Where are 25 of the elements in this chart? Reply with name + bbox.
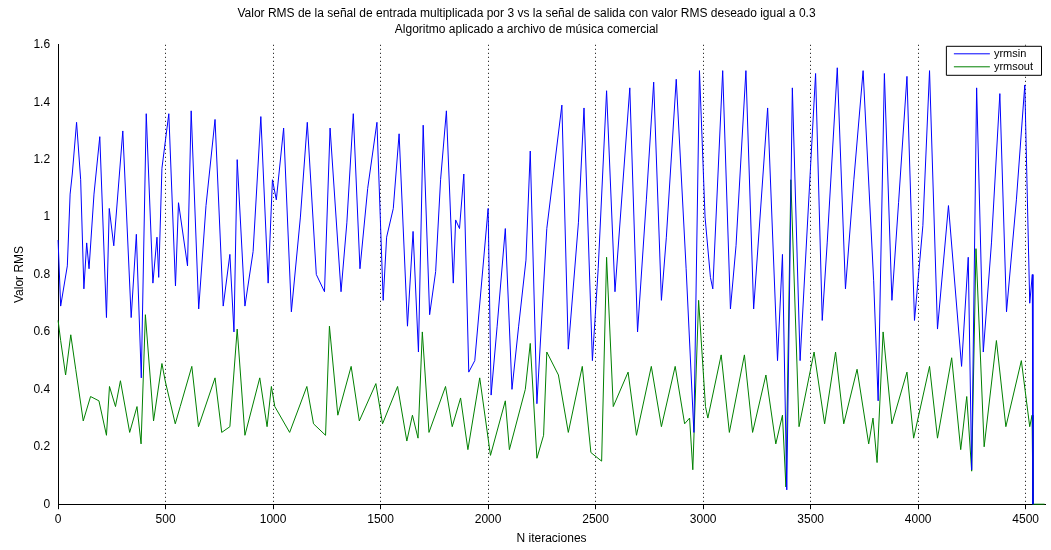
y-tick-label: 1.6 [33,37,51,52]
chart-subtitle: Algoritmo aplicado a archivo de música comercial [394,21,659,36]
y-tick-label: 0 [43,496,51,511]
x-tick-label: 3500 [797,511,825,526]
legend-label: yrmsout [993,59,1034,72]
y-tick-label: 1 [43,209,51,224]
x-tick-label: 1000 [259,511,287,526]
x-tick-label: 0 [54,511,62,526]
y-tick-label: 0.4 [33,381,51,396]
y-tick-label: 0.6 [33,324,51,339]
y-axis-title: Valor RMS [11,245,26,304]
x-tick-label: 2500 [582,511,610,526]
x-axis-title: N iteraciones [516,531,587,546]
y-tick-label: 0.2 [33,439,51,454]
chart-title: Valor RMS de la señal de entrada multiplicada por 3 vs la señal de salida con valor RMS deseado igual a 0.3 [237,5,816,20]
x-tick-label: 2000 [474,511,502,526]
x-tick-label: 4000 [904,511,932,526]
x-tick-label: 4500 [1012,511,1040,526]
y-tick-label: 1.4 [33,94,51,109]
y-tick-label: 1.2 [33,151,51,166]
y-tick-label: 0.8 [33,266,51,281]
x-tick-label: 3000 [689,511,717,526]
x-tick-label: 1500 [367,511,395,526]
legend-label: yrmsin [993,46,1027,59]
x-tick-label: 500 [155,511,176,526]
